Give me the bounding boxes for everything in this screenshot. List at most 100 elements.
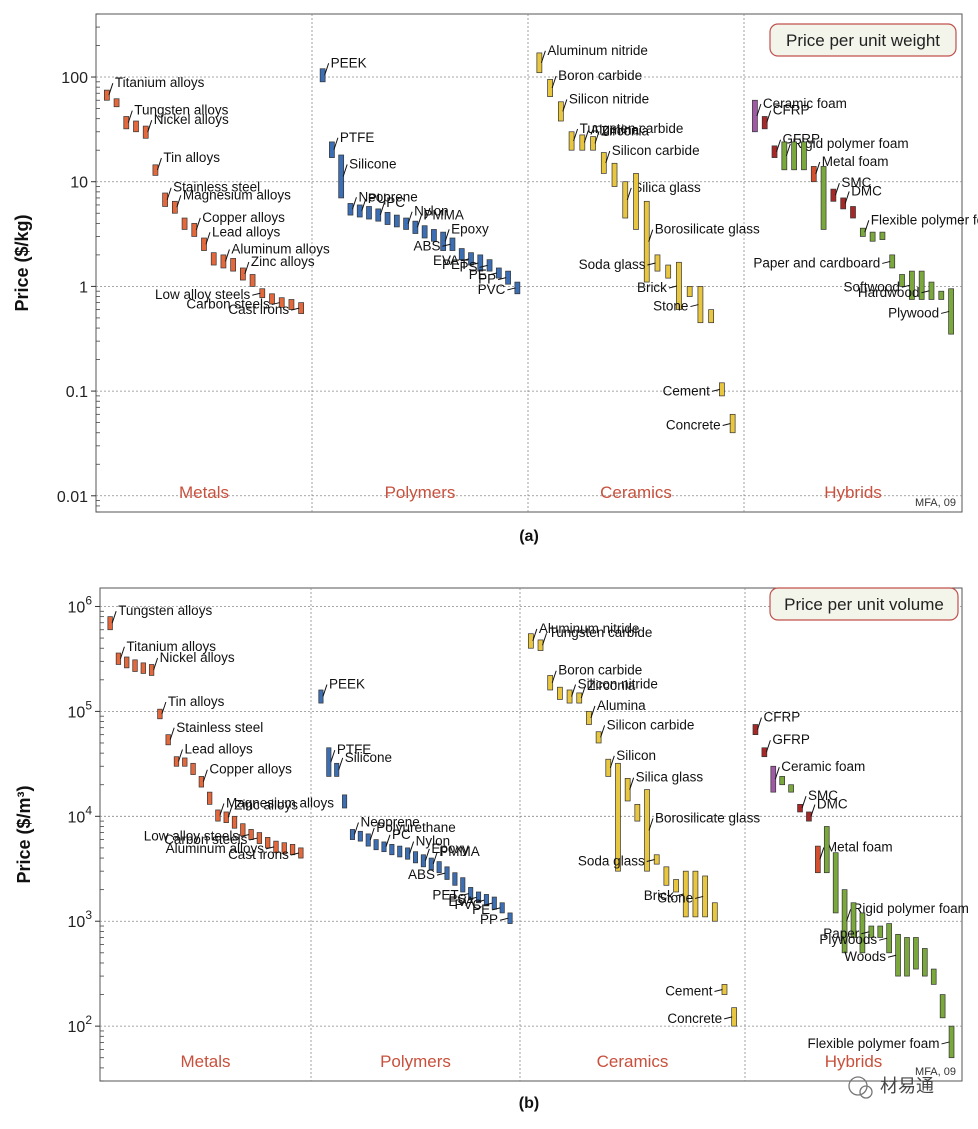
label-leader — [147, 120, 153, 133]
range-bar-hardwood — [928, 281, 935, 300]
label-leader — [492, 907, 501, 911]
range-bar-alumina — [586, 711, 592, 725]
range-bar-silicone — [338, 154, 345, 199]
label-leader — [338, 757, 344, 771]
data-label: Borosilicate glass — [655, 810, 760, 825]
label-leader — [369, 827, 375, 841]
data-label: ABS — [408, 867, 435, 882]
label-leader — [205, 232, 211, 245]
data-label: Silicon nitride — [569, 91, 649, 106]
data-label: SMC — [841, 175, 871, 190]
data-label: Nickel alloys — [160, 650, 235, 665]
data-label: Silica glass — [633, 180, 701, 195]
label-leader — [224, 249, 230, 262]
range-bar — [373, 839, 379, 851]
range-bar-cfrp — [761, 116, 768, 130]
range-bar — [663, 866, 670, 886]
data-label: PU — [368, 191, 387, 206]
data-label: PMMA — [423, 207, 464, 222]
data-label: Epoxy — [431, 841, 469, 856]
range-bar-nickel-alloys — [148, 664, 155, 676]
range-bar-cement — [721, 984, 728, 995]
range-bar — [557, 686, 563, 700]
y-tick-label: 1 — [79, 279, 88, 296]
family-label: Polymers — [380, 1052, 451, 1071]
range-bar-soda-glass — [654, 254, 661, 272]
label-leader — [195, 217, 201, 231]
range-bar — [899, 274, 905, 287]
range-bar-pvc — [514, 281, 521, 295]
family-label: Polymers — [385, 483, 456, 502]
range-bar-zirconia — [590, 136, 596, 151]
range-bar — [181, 217, 188, 230]
label-leader — [153, 657, 159, 671]
range-bar — [939, 994, 946, 1019]
label-leader — [156, 157, 162, 171]
label-leader — [476, 899, 485, 903]
range-bar-woods — [895, 933, 901, 977]
data-label: Metal foam — [826, 839, 893, 854]
label-leader — [271, 302, 280, 306]
label-leader — [385, 834, 391, 847]
data-label: PEEK — [331, 55, 367, 70]
range-bar-pc — [381, 841, 387, 853]
range-bar-titanium-alloys — [104, 89, 110, 101]
data-label: Ceramic foam — [763, 96, 847, 111]
range-bar-borosilicate-glass — [644, 789, 650, 872]
range-bar-soda-glass — [653, 854, 660, 865]
label-leader — [249, 837, 258, 841]
range-bar — [904, 937, 910, 977]
range-bar-cast-irons — [298, 847, 304, 859]
range-bar-ceramic-foam — [770, 765, 777, 793]
data-label: Borosilicate glass — [655, 222, 760, 237]
range-bar-dmc — [806, 811, 812, 822]
label-leader — [785, 143, 791, 157]
label-leader — [342, 164, 348, 177]
data-label: PVC — [455, 897, 483, 912]
label-leader — [265, 846, 275, 850]
range-bar-plywood — [948, 288, 954, 335]
label-leader — [562, 99, 568, 112]
range-bar — [711, 902, 718, 922]
range-bar — [633, 173, 639, 230]
range-bar — [832, 852, 839, 914]
range-bar — [615, 762, 621, 872]
range-bar-flexible-polymer-foam — [948, 1025, 955, 1059]
data-label: Silicone — [345, 750, 392, 765]
data-label: Lead alloys — [212, 224, 281, 239]
data-label: ABS — [413, 238, 440, 253]
range-bar — [182, 757, 188, 767]
data-label: PP — [480, 912, 498, 927]
range-bar — [930, 968, 937, 985]
label-leader — [227, 805, 233, 818]
range-bar — [708, 309, 715, 324]
data-label: Plywood — [888, 305, 939, 320]
data-label: Silica glass — [636, 770, 704, 785]
data-label: Softwood — [844, 279, 900, 294]
label-leader — [108, 83, 114, 96]
y-tick-label: 104 — [68, 803, 93, 826]
data-label: Epoxy — [451, 221, 489, 236]
range-bar — [665, 264, 672, 279]
family-ceramics: Aluminum nitride Boron carbide Silicon nit… — [536, 43, 760, 502]
chart-title-box — [769, 587, 959, 621]
data-label: Hardwood — [858, 285, 920, 300]
data-label: Carbon steels — [186, 297, 270, 312]
data-label: Cement — [663, 383, 711, 398]
label-leader — [815, 161, 821, 175]
range-bar-silicon-carbide — [595, 731, 602, 744]
label-leader — [690, 304, 699, 308]
range-bar-pvc — [491, 896, 497, 910]
range-bar — [231, 815, 238, 829]
range-bar-zinc-alloys — [240, 267, 246, 281]
range-bar-cement — [719, 382, 725, 397]
range-bar — [938, 290, 945, 300]
range-bar — [230, 258, 236, 272]
label-leader — [442, 243, 451, 247]
label-leader — [409, 841, 415, 854]
label-leader — [834, 183, 840, 196]
label-leader — [882, 260, 891, 264]
chart-title-box — [769, 23, 957, 57]
